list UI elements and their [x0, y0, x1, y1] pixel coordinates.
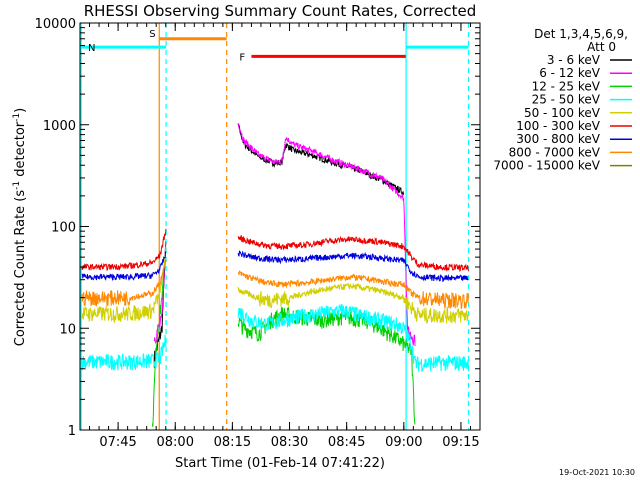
y-label-sup-2: -1	[12, 113, 22, 122]
series-2	[151, 248, 416, 427]
x-tick-label: 09:15	[442, 435, 479, 450]
legend-label-0: 3 - 6 keV	[547, 53, 601, 67]
series-line	[237, 282, 469, 325]
series-line	[237, 123, 405, 195]
x-tick-label: 08:15	[214, 435, 251, 450]
y-label-sup-1: -1	[12, 181, 22, 190]
series-line	[81, 251, 167, 281]
legend-label-8: 7000 - 15000 keV	[493, 159, 600, 173]
axes: 1 10 100 1000 10000 07:45 08:00 08:15 08:30 08:45…	[35, 17, 481, 450]
footer-date: 19-Oct-2021 10:30	[559, 468, 635, 477]
y-tick-label: 100	[51, 221, 76, 236]
legend-label-1: 6 - 12 keV	[539, 66, 601, 80]
flag-label-1: N	[88, 43, 95, 54]
y-label-part-mid: detector	[13, 121, 28, 181]
x-tick-label: 08:30	[271, 435, 308, 450]
series-line	[237, 303, 469, 372]
y-label-part-end: )	[13, 108, 28, 113]
y-tick-label: 10	[59, 322, 76, 337]
y-tick-label: 1000	[43, 119, 76, 134]
x-tick-label: 09:00	[385, 435, 422, 450]
y-tick-label: 1	[68, 424, 76, 439]
series-6	[81, 250, 469, 283]
series-line	[81, 228, 167, 271]
legend-label-3: 25 - 50 keV	[532, 93, 601, 107]
series-line	[81, 259, 167, 307]
legend-label-6: 300 - 800 keV	[516, 132, 600, 146]
series-line	[81, 334, 167, 371]
series-line	[153, 241, 167, 345]
y-axis-label: Corrected Count Rate (s-1 detector-1)	[12, 108, 28, 346]
series-line	[237, 234, 469, 272]
x-tick-label: 07:45	[99, 435, 136, 450]
legend-label-7: 800 - 7000 keV	[509, 145, 601, 159]
flag-label-2: F	[239, 52, 245, 63]
series-line	[151, 248, 167, 427]
plot-frame	[79, 22, 481, 431]
legend-header-1: Det 1,3,4,5,6,9,	[534, 27, 628, 41]
legend-label-5: 100 - 300 keV	[516, 119, 600, 133]
chart-title: RHESSI Observing Summary Count Rates, Co…	[84, 2, 477, 20]
series-line	[237, 123, 416, 347]
series-7	[81, 259, 469, 310]
legend-label-2: 12 - 25 keV	[532, 79, 601, 93]
x-axis-label: Start Time (01-Feb-14 07:41:22)	[175, 456, 385, 471]
plot-area: S N F	[80, 23, 470, 430]
x-tick-label: 08:00	[157, 435, 194, 450]
series-5	[81, 228, 469, 272]
legend-header-2: Att 0	[587, 40, 616, 54]
series-1	[153, 123, 416, 347]
series-line	[237, 270, 469, 310]
series-line	[237, 250, 469, 283]
flag-label-0: S	[149, 29, 155, 40]
y-tick-label: 10000	[35, 17, 76, 32]
y-label-part-main: Corrected Count Rate (s	[13, 190, 28, 347]
legend-label-4: 50 - 100 keV	[524, 106, 601, 120]
series-line	[81, 247, 167, 324]
series-line	[237, 306, 416, 425]
series-4	[81, 247, 469, 325]
series-3	[81, 303, 469, 372]
x-tick-label: 08:45	[328, 435, 365, 450]
